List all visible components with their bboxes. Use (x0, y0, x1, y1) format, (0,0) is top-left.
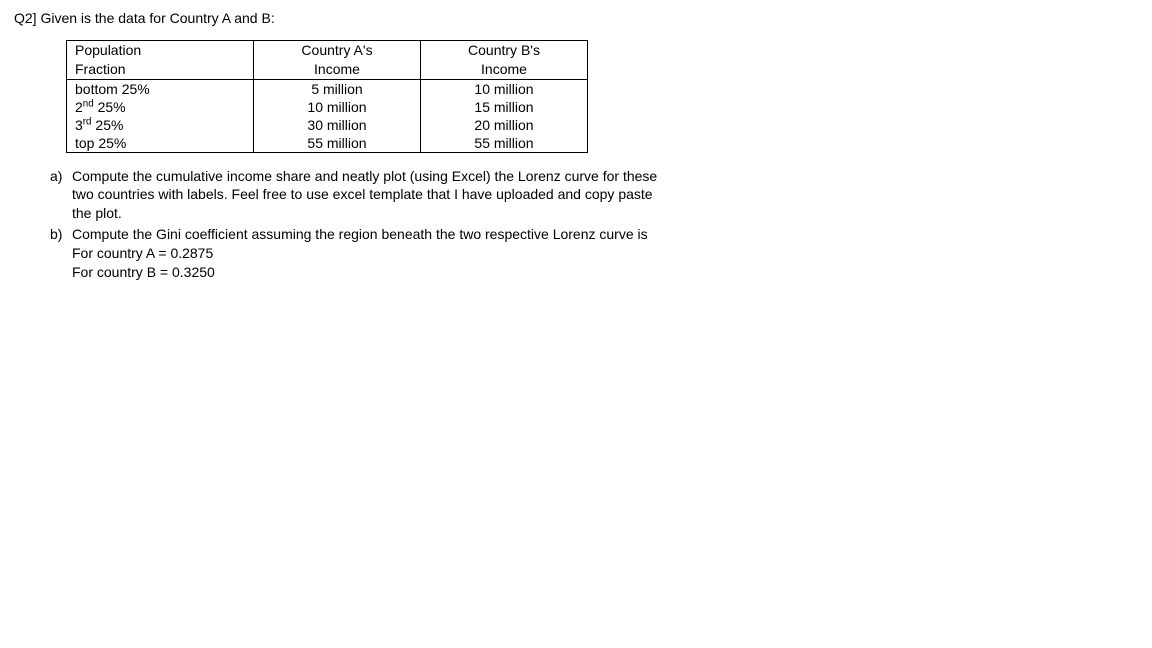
part-a-label: a) (50, 167, 72, 224)
col-header-country-b-2: Income (421, 60, 588, 79)
cell-b: 15 million (421, 98, 588, 116)
col-header-population-1: Population (67, 41, 254, 60)
cell-pop: 2nd 25% (67, 98, 254, 116)
cell-b: 10 million (421, 79, 588, 98)
cell-pop: top 25% (67, 134, 254, 153)
income-table: Population Country A's Country B's Fract… (66, 40, 588, 153)
part-b-label: b) (50, 225, 72, 282)
col-header-country-a-2: Income (254, 60, 421, 79)
cell-pop: bottom 25% (67, 79, 254, 98)
question-title: Q2] Given is the data for Country A and … (14, 10, 1138, 26)
part-b-line-a: For country A = 0.2875 (72, 245, 213, 261)
part-a: a) Compute the cumulative income share a… (50, 167, 660, 224)
question-parts: a) Compute the cumulative income share a… (50, 167, 660, 282)
cell-a: 30 million (254, 116, 421, 134)
table-row: 2nd 25% 10 million 15 million (67, 98, 588, 116)
cell-a: 5 million (254, 79, 421, 98)
cell-a: 55 million (254, 134, 421, 153)
cell-a: 10 million (254, 98, 421, 116)
part-a-text: Compute the cumulative income share and … (72, 167, 660, 224)
part-b-line-b: For country B = 0.3250 (72, 264, 215, 280)
part-b-intro: Compute the Gini coefficient assuming th… (72, 226, 648, 242)
col-header-country-a-1: Country A's (254, 41, 421, 60)
cell-b: 55 million (421, 134, 588, 153)
col-header-population-2: Fraction (67, 60, 254, 79)
table-row: 3rd 25% 30 million 20 million (67, 116, 588, 134)
cell-b: 20 million (421, 116, 588, 134)
col-header-country-b-1: Country B's (421, 41, 588, 60)
part-b-text: Compute the Gini coefficient assuming th… (72, 225, 660, 282)
part-b: b) Compute the Gini coefficient assuming… (50, 225, 660, 282)
cell-pop: 3rd 25% (67, 116, 254, 134)
table-row: bottom 25% 5 million 10 million (67, 79, 588, 98)
table-row: top 25% 55 million 55 million (67, 134, 588, 153)
